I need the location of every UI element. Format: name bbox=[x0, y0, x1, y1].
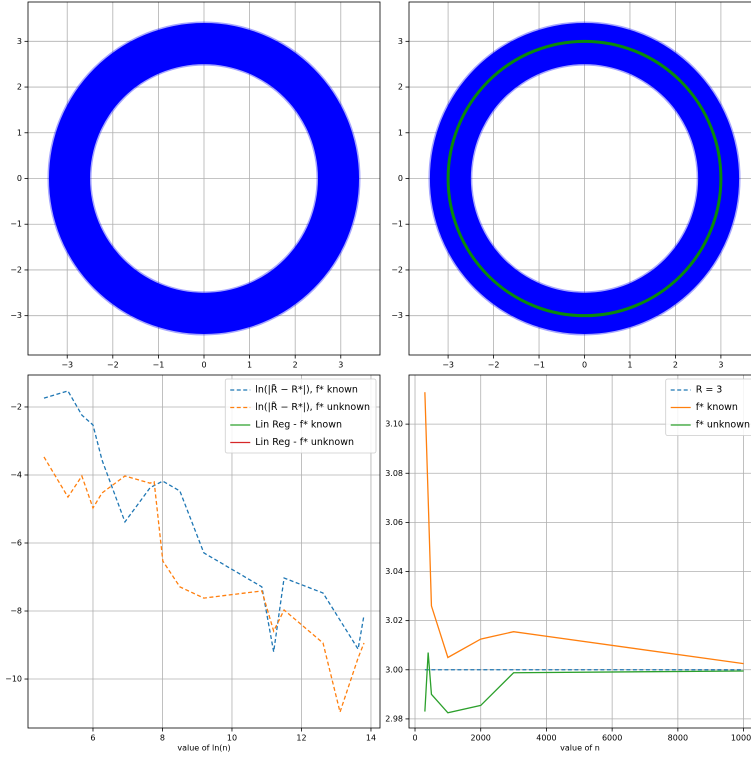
panel: −3 −2 −1 0 1 2 3 −3 −2 −1 0 1 2 3 bbox=[391, 1, 751, 370]
y-tick-label: 1 bbox=[398, 128, 403, 137]
legend-box bbox=[665, 378, 751, 436]
x-tick-label: 8000 bbox=[668, 734, 688, 743]
legend-label: f* known bbox=[696, 402, 738, 413]
y-tick-label: 3.08 bbox=[385, 469, 403, 478]
y-tick-label: −2 bbox=[391, 265, 403, 274]
y-tick-label: −1 bbox=[10, 220, 22, 229]
x-tick-label: 3 bbox=[718, 361, 723, 370]
y-tick-label: −8 bbox=[10, 607, 22, 616]
y-tick-label: 2.98 bbox=[385, 714, 403, 723]
x-tick-label: −2 bbox=[107, 361, 119, 370]
y-tick-label: 0 bbox=[17, 174, 22, 183]
legend-label: f* unknown bbox=[696, 420, 750, 431]
plot-area bbox=[47, 21, 361, 336]
y-tick-label: 3.04 bbox=[385, 567, 403, 576]
legend-label: R = 3 bbox=[696, 385, 723, 396]
series-line bbox=[43, 390, 365, 652]
x-tick-label: 2 bbox=[673, 361, 678, 370]
x-tick-label: 0 bbox=[412, 734, 417, 743]
y-tick-label: 3.00 bbox=[385, 665, 403, 674]
legend-label: ln(|R̃ − R*|), f* known bbox=[255, 384, 358, 396]
x-tick-label: 0 bbox=[201, 361, 206, 370]
x-tick-label: −3 bbox=[442, 361, 454, 370]
y-tick-label: 2 bbox=[398, 83, 403, 92]
x-tick-label: 10 bbox=[227, 734, 237, 743]
x-tick-label: 8 bbox=[160, 734, 165, 743]
plot-area bbox=[43, 390, 365, 715]
axes-frame bbox=[27, 1, 381, 356]
y-tick-label: −1 bbox=[391, 220, 403, 229]
y-tick-label: 3.02 bbox=[385, 616, 403, 625]
legend: R = 3 f* known f* unknown bbox=[665, 378, 751, 436]
series-line bbox=[424, 652, 744, 714]
x-tick-label: 1 bbox=[627, 361, 632, 370]
fit-circle bbox=[446, 39, 723, 318]
axes-frame bbox=[408, 1, 751, 356]
y-tick-label: −6 bbox=[10, 538, 22, 547]
x-tick-label: −1 bbox=[533, 361, 545, 370]
y-tick-label: −2 bbox=[10, 402, 22, 411]
panel: 6 8 10 12 14 −2 −4 −6 −8 −10 value of ln(n) ln(|R̃ … bbox=[5, 374, 381, 753]
panel: 0 2000 4000 6000 8000 10000 2.98 3.00 3.02 3.04 3.… bbox=[385, 374, 751, 753]
scatter-ring bbox=[47, 21, 361, 336]
x-tick-label: 0 bbox=[582, 361, 587, 370]
x-tick-label: 2 bbox=[293, 361, 298, 370]
y-tick-label: −3 bbox=[391, 311, 403, 320]
legend-label: Lin Reg - f* known bbox=[255, 420, 342, 431]
x-tick-label: −1 bbox=[153, 361, 165, 370]
x-tick-label: 1 bbox=[247, 361, 252, 370]
axes-frame bbox=[408, 374, 751, 729]
plot-area bbox=[424, 392, 744, 714]
x-tick-label: 10000 bbox=[731, 734, 751, 743]
y-tick-label: −4 bbox=[10, 470, 22, 479]
x-axis-label: value of n bbox=[560, 744, 600, 753]
legend-label: ln(|R̃ − R*|), f* unknown bbox=[255, 401, 370, 413]
x-tick-label: 3 bbox=[338, 361, 343, 370]
y-tick-label: 0 bbox=[398, 174, 403, 183]
series-line bbox=[424, 392, 744, 665]
axes-frame bbox=[27, 374, 381, 729]
x-tick-label: 2000 bbox=[471, 734, 491, 743]
x-tick-label: 6 bbox=[90, 734, 95, 743]
x-tick-label: 12 bbox=[296, 734, 306, 743]
y-tick-label: 2 bbox=[17, 83, 22, 92]
legend: ln(|R̃ − R*|), f* known ln(|R̃ − R*|), f*… bbox=[224, 378, 377, 454]
x-tick-label: 4000 bbox=[536, 734, 556, 743]
y-tick-label: 1 bbox=[17, 128, 22, 137]
x-tick-label: 6000 bbox=[602, 734, 622, 743]
y-tick-label: 3.06 bbox=[385, 518, 403, 527]
legend-label: Lin Reg - f* unknown bbox=[255, 437, 354, 448]
y-tick-label: 3 bbox=[17, 37, 22, 46]
legend-box bbox=[224, 378, 377, 454]
y-tick-label: −10 bbox=[5, 675, 22, 684]
x-tick-label: −2 bbox=[488, 361, 500, 370]
y-tick-label: 3.10 bbox=[385, 420, 403, 429]
y-tick-label: 3 bbox=[398, 37, 403, 46]
plot-area bbox=[428, 21, 741, 336]
x-axis-label: value of ln(n) bbox=[177, 744, 230, 753]
panel: −3 −2 −1 0 1 2 3 −3 −2 −1 0 1 2 3 bbox=[10, 1, 381, 370]
y-tick-label: −3 bbox=[10, 311, 22, 320]
scatter-ring bbox=[428, 21, 741, 336]
y-tick-label: −2 bbox=[10, 265, 22, 274]
series-line bbox=[43, 456, 365, 715]
x-tick-label: 14 bbox=[366, 734, 376, 743]
x-tick-label: −3 bbox=[61, 361, 73, 370]
